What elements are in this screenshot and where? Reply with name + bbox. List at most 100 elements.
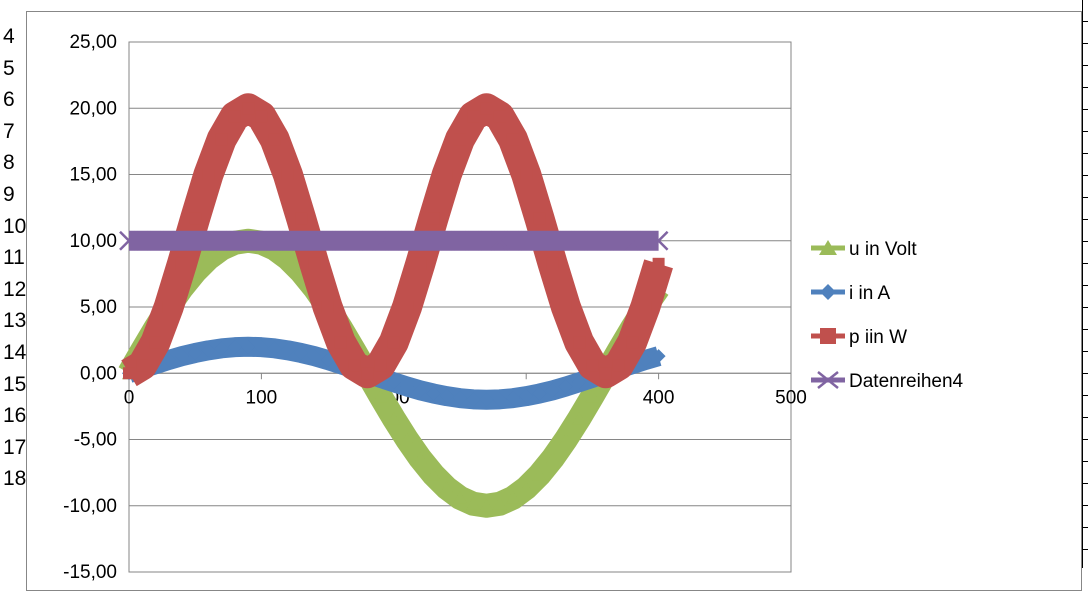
data-point: [586, 359, 599, 372]
data-point: [280, 343, 295, 358]
sheet-row-label: 10: [3, 214, 27, 238]
data-point: [241, 339, 256, 354]
data-point: [439, 389, 454, 404]
data-point: [492, 392, 507, 407]
data-point: [174, 349, 189, 364]
data-point: [413, 451, 428, 465]
data-point: [505, 490, 520, 504]
legend-label: u in Volt: [849, 239, 917, 260]
data-point: [648, 230, 669, 251]
data-point: [506, 133, 519, 146]
data-point: [308, 257, 321, 270]
data-point: [545, 451, 560, 465]
sheet-row-label: 13: [3, 309, 27, 333]
data-point: [533, 212, 546, 225]
data-point: [149, 336, 162, 349]
data-point: [572, 411, 587, 425]
data-point: [426, 467, 441, 481]
data-point: [400, 379, 415, 394]
data-point: [493, 110, 506, 123]
data-point: [520, 168, 533, 181]
data-point: [123, 367, 135, 380]
data-point: [466, 496, 481, 510]
data-point: [479, 498, 494, 512]
y-tick-label: -10,00: [63, 496, 117, 517]
sheet-row-label: 15: [3, 372, 27, 396]
data-point: [532, 386, 547, 401]
legend-marker: [820, 328, 836, 344]
data-point: [373, 389, 388, 403]
data-point: [652, 257, 665, 270]
data-point: [386, 411, 401, 425]
series-datenreihen4: [119, 230, 669, 251]
data-point: [454, 133, 466, 146]
legend: u in Volt i in A p iin W Datenreihen4: [811, 239, 964, 392]
y-tick-label: -15,00: [63, 562, 117, 583]
x-tick-label: 100: [246, 387, 278, 408]
y-axis-ticks: 25,00 20,00 15,00 10,00 5,00 0,00 -5,00 -10,00 -…: [63, 32, 117, 583]
data-point: [585, 389, 600, 403]
data-point: [400, 432, 415, 446]
data-point: [387, 336, 400, 349]
data-point: [453, 391, 467, 406]
data-point: [573, 336, 586, 349]
data-point: [545, 383, 560, 398]
chart-area[interactable]: 25,00 20,00 15,00 10,00 5,00 0,00 -5,00 -10,00 -…: [26, 11, 1082, 591]
data-point: [466, 392, 481, 407]
sheet-row-label: 7: [3, 119, 15, 143]
legend-item: u in Volt: [811, 239, 917, 260]
sheet-right-edge: [1082, 0, 1088, 568]
data-point: [255, 110, 268, 123]
x-tick-label: 500: [775, 387, 807, 408]
data-point: [162, 301, 175, 313]
data-point: [413, 383, 428, 398]
legend-label: i in A: [849, 283, 891, 304]
data-point: [505, 391, 520, 406]
y-tick-label: 20,00: [69, 98, 117, 119]
y-tick-label: 10,00: [69, 231, 117, 252]
data-point: [401, 301, 414, 313]
data-point: [201, 251, 216, 265]
data-point: [320, 353, 335, 367]
legend-item: Datenreihen4: [811, 371, 964, 392]
data-point: [386, 375, 401, 390]
y-tick-label: 25,00: [69, 32, 117, 53]
data-point: [161, 353, 176, 367]
legend-label: Datenreihen4: [849, 371, 964, 392]
data-point: [426, 386, 441, 401]
data-point: [227, 340, 242, 355]
data-point: [281, 168, 294, 181]
data-point: [572, 375, 587, 390]
sheet-row-label: 17: [3, 435, 27, 459]
data-point: [280, 251, 295, 265]
y-tick-label: 15,00: [69, 165, 117, 186]
data-point: [440, 168, 453, 181]
data-point: [519, 480, 534, 494]
sheet-row-label: 12: [3, 277, 27, 301]
data-point: [268, 133, 281, 146]
data-point: [492, 496, 507, 510]
data-point: [175, 257, 188, 270]
legend-marker: [819, 240, 837, 255]
data-point: [321, 301, 334, 313]
data-point: [334, 336, 347, 349]
data-point: [307, 349, 322, 364]
data-point: [374, 359, 387, 372]
series-layer: [118, 93, 673, 518]
sheet-row-label: 9: [3, 183, 15, 206]
data-point: [215, 133, 228, 146]
data-point: [467, 110, 480, 123]
sheet-row-label: 5: [3, 56, 15, 80]
data-point: [427, 212, 440, 225]
sheet-row-label: 16: [3, 404, 27, 428]
data-point: [136, 359, 149, 372]
sheet-row-label: 11: [3, 246, 25, 270]
sheet-row-label: 18: [3, 467, 27, 491]
data-point: [558, 379, 573, 394]
data-point: [295, 212, 308, 225]
data-point: [626, 336, 639, 349]
legend-item: i in A: [811, 283, 891, 304]
data-point: [348, 359, 361, 372]
sheet-row-label: 14: [3, 341, 27, 364]
x-tick-label: 0: [124, 387, 135, 408]
